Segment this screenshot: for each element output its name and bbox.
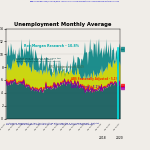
Text: Jan 2017: Jan 2017 [87, 124, 94, 131]
Text: Jan 2014: Jan 2014 [61, 124, 67, 131]
Text: Jan 2007: Jan 2007 [0, 124, 6, 131]
Text: Jan 2015: Jan 2015 [69, 124, 76, 131]
Text: 2018: 2018 [99, 136, 106, 140]
Text: Jan 2013: Jan 2013 [52, 124, 59, 131]
Text: Jan 2018: Jan 2018 [96, 124, 102, 131]
Text: ABS Seasonally Adjusted - 5.1%: ABS Seasonally Adjusted - 5.1% [71, 77, 118, 81]
Text: Jan 2011: Jan 2011 [34, 124, 41, 131]
Title: Unemployment Monthly Average: Unemployment Monthly Average [14, 22, 112, 27]
Text: Jan 2009: Jan 2009 [17, 124, 24, 131]
Text: www.roymorgan.com/findings/8041-roy-morgan-unemployment-and-under-employment-mar: www.roymorgan.com/findings/8041-roy-morg… [30, 1, 120, 3]
Text: Jan 2008: Jan 2008 [8, 124, 15, 131]
Text: Somewhere around or after 2000 the
statistics have both techniques
departed sign: Somewhere around or after 2000 the stati… [16, 57, 61, 62]
Text: 2020: 2020 [116, 136, 124, 140]
Text: Jan 2016: Jan 2016 [78, 124, 85, 131]
Text: GFC - happens around 2009: GFC - happens around 2009 [49, 65, 84, 69]
Text: Roy Morgan Research - 10.8%: Roy Morgan Research - 10.8% [24, 44, 79, 48]
Text: Jan 2010: Jan 2010 [26, 124, 32, 131]
Text: In its March assessment, in April, the ABS settled with a reported 5.2% unemploy: In its March assessment, in April, the A… [6, 122, 99, 125]
Text: ABS Original - 5.1%: ABS Original - 5.1% [71, 85, 100, 89]
Text: Jan 2012: Jan 2012 [43, 124, 50, 131]
Text: Jan 2019: Jan 2019 [104, 124, 111, 131]
Text: Jan 2020: Jan 2020 [113, 124, 120, 131]
